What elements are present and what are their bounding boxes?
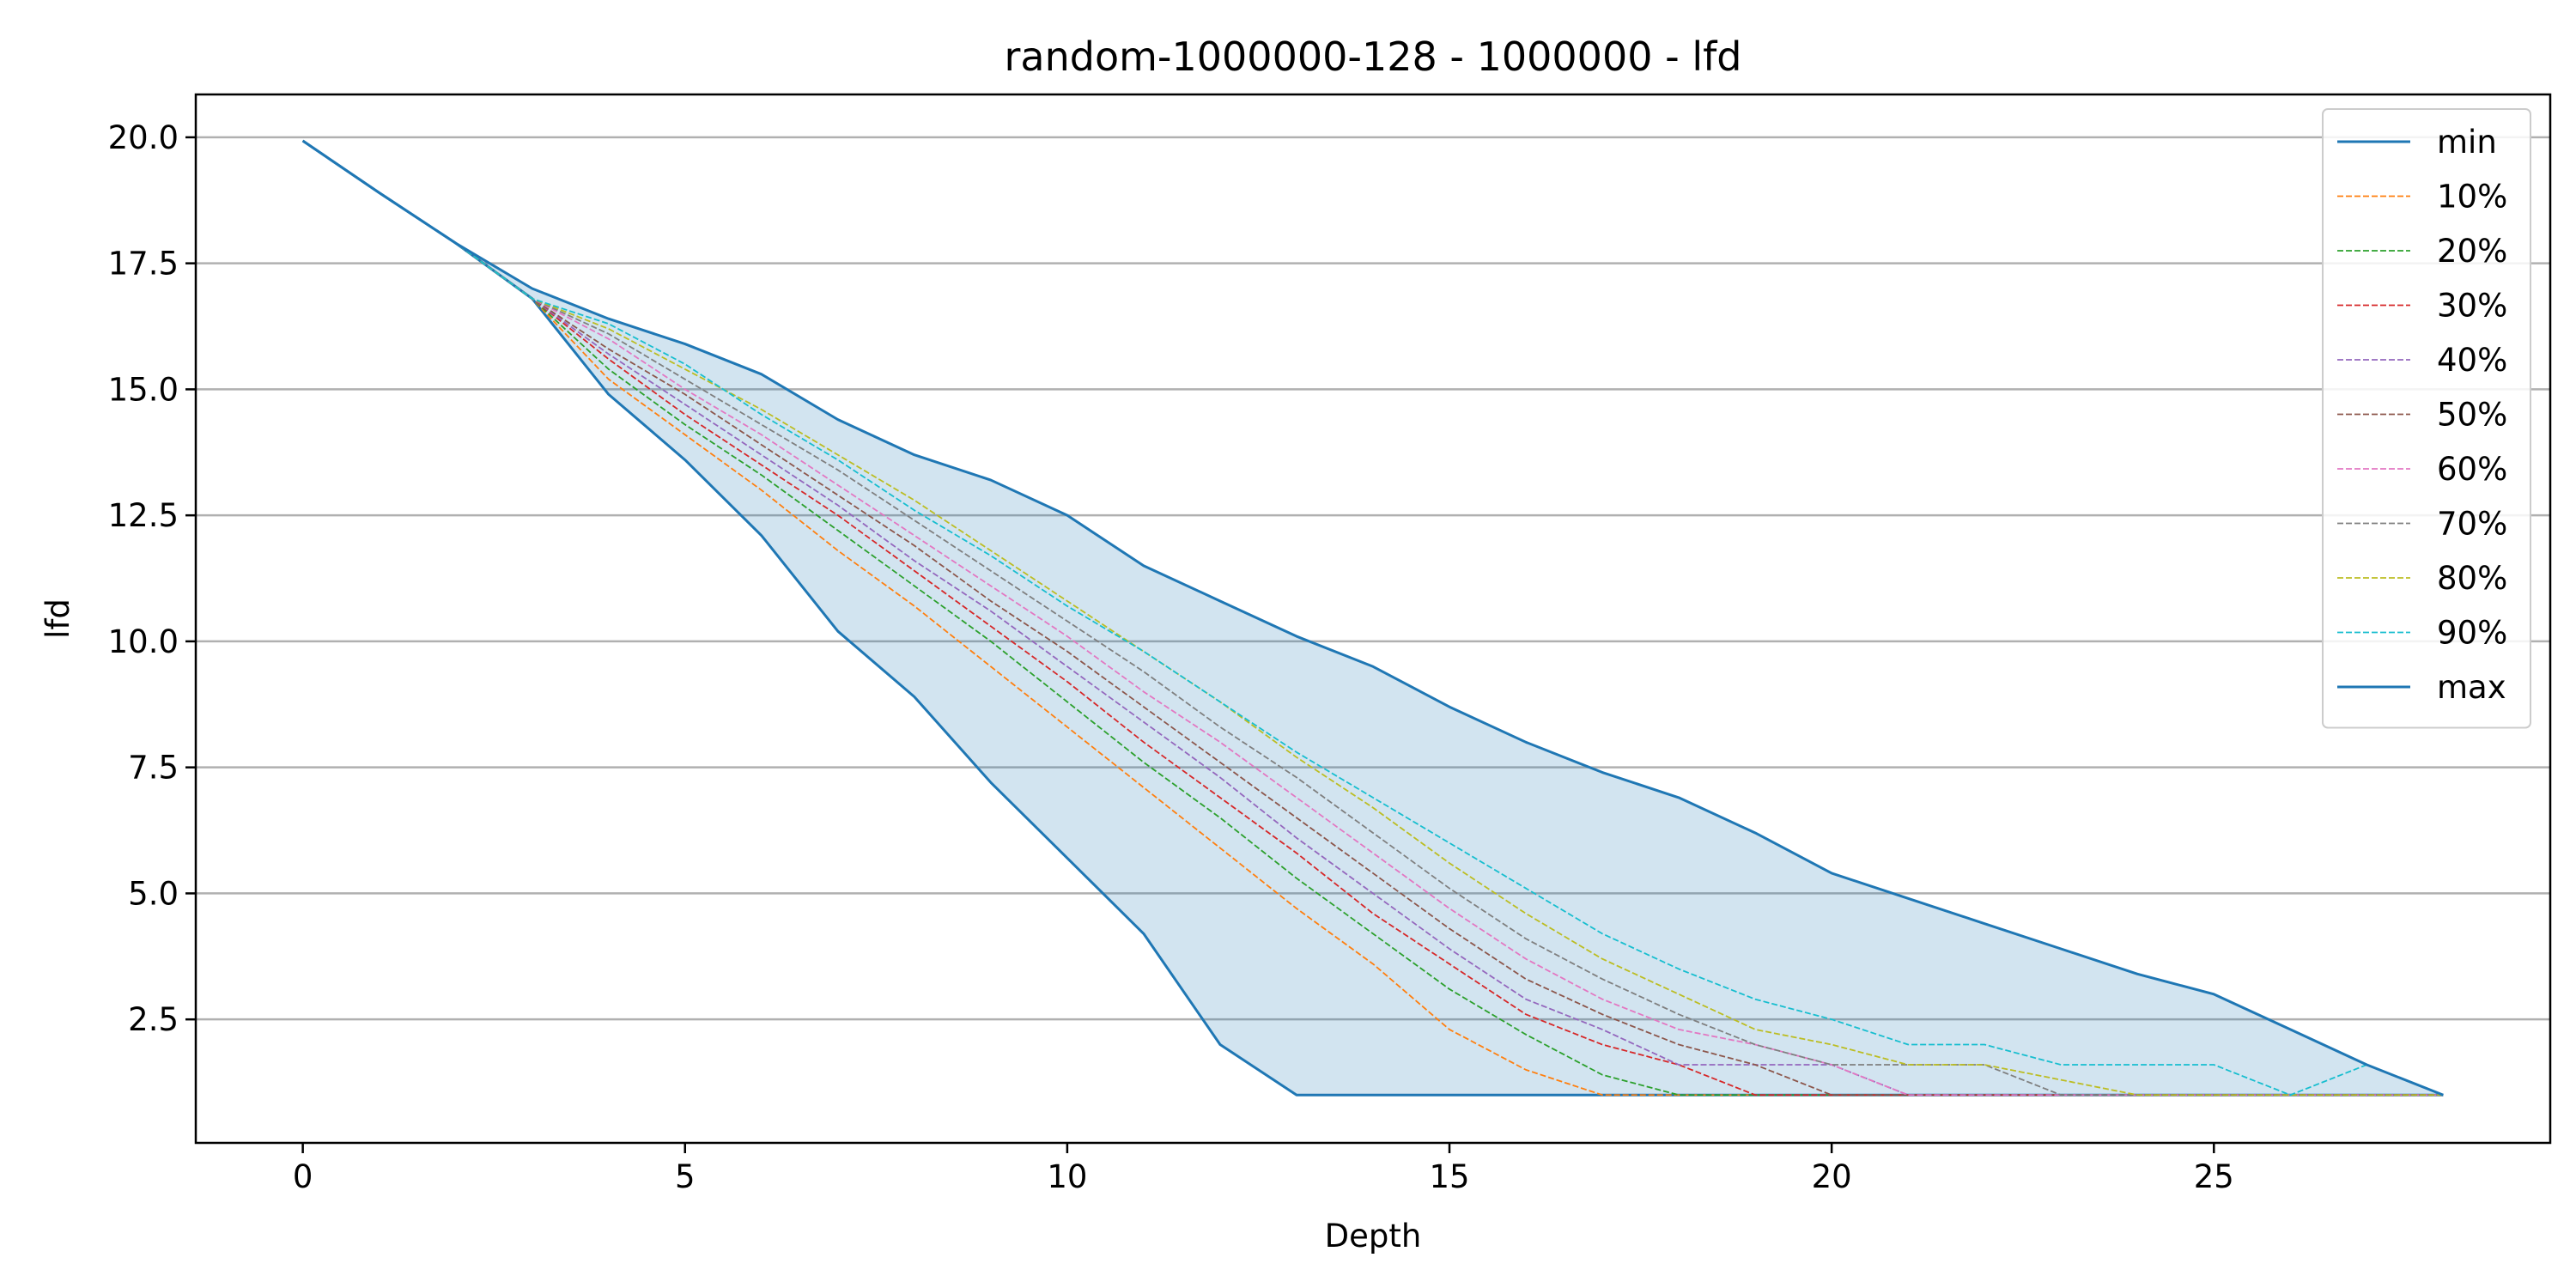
- min-max-fill: [302, 141, 2444, 1096]
- series-line-80pct: [302, 140, 2444, 1097]
- series-line-90pct: [302, 140, 2444, 1097]
- chart-title: random-1000000-128 - 1000000 - lfd: [1005, 33, 1742, 80]
- x-tick-label: 15: [1429, 1158, 1469, 1195]
- legend-label-40pct: 40%: [2437, 342, 2507, 379]
- legend-label-70pct: 70%: [2437, 506, 2507, 543]
- y-tick-label: 12.5: [108, 497, 179, 534]
- gridlines: [196, 136, 2550, 1021]
- x-tick-label: 10: [1047, 1158, 1087, 1195]
- series-lines: [301, 139, 2444, 1097]
- x-axis-label: Depth: [1325, 1218, 1422, 1255]
- series-line-60pct: [302, 140, 2444, 1097]
- legend-label-min: min: [2437, 124, 2497, 161]
- legend-label-max: max: [2437, 669, 2506, 706]
- y-axis-ticks: 2.5 5.0 7.5 10.0 12.5 15.0 17.5 20.0: [108, 119, 196, 1038]
- legend-label-30pct: 30%: [2437, 288, 2507, 325]
- x-tick-label: 5: [675, 1158, 696, 1195]
- y-tick-label: 20.0: [108, 119, 179, 156]
- y-tick-label: 10.0: [108, 623, 179, 660]
- legend-label-90pct: 90%: [2437, 615, 2507, 652]
- legend-box: [2322, 108, 2531, 729]
- legend-label-20pct: 20%: [2437, 233, 2507, 270]
- x-axis-ticks: 0 5 10 15 20 25: [293, 1143, 2234, 1195]
- legend-label-50pct: 50%: [2437, 397, 2507, 434]
- y-tick-label: 15.0: [108, 371, 179, 408]
- y-axis-label: lfd: [39, 598, 76, 639]
- y-tick-label: 17.5: [108, 246, 179, 283]
- y-tick-label: 5.0: [128, 875, 179, 912]
- min-max-band: [302, 141, 2444, 1096]
- legend-label-60pct: 60%: [2437, 451, 2507, 488]
- legend-label-10pct: 10%: [2437, 179, 2507, 216]
- x-tick-label: 25: [2194, 1158, 2234, 1195]
- series-line-70pct: [302, 140, 2444, 1097]
- y-tick-label: 2.5: [128, 1001, 179, 1038]
- legend-label-80pct: 80%: [2437, 560, 2507, 597]
- x-tick-label: 0: [293, 1158, 313, 1195]
- legend: min 10% 20% 30% 40% 50% 60% 70% 80% 90% max: [2322, 108, 2531, 729]
- plot-frame: [194, 93, 2552, 1145]
- series-line-max: [301, 139, 2444, 1097]
- x-tick-label: 20: [1812, 1158, 1852, 1195]
- y-tick-label: 7.5: [128, 750, 179, 787]
